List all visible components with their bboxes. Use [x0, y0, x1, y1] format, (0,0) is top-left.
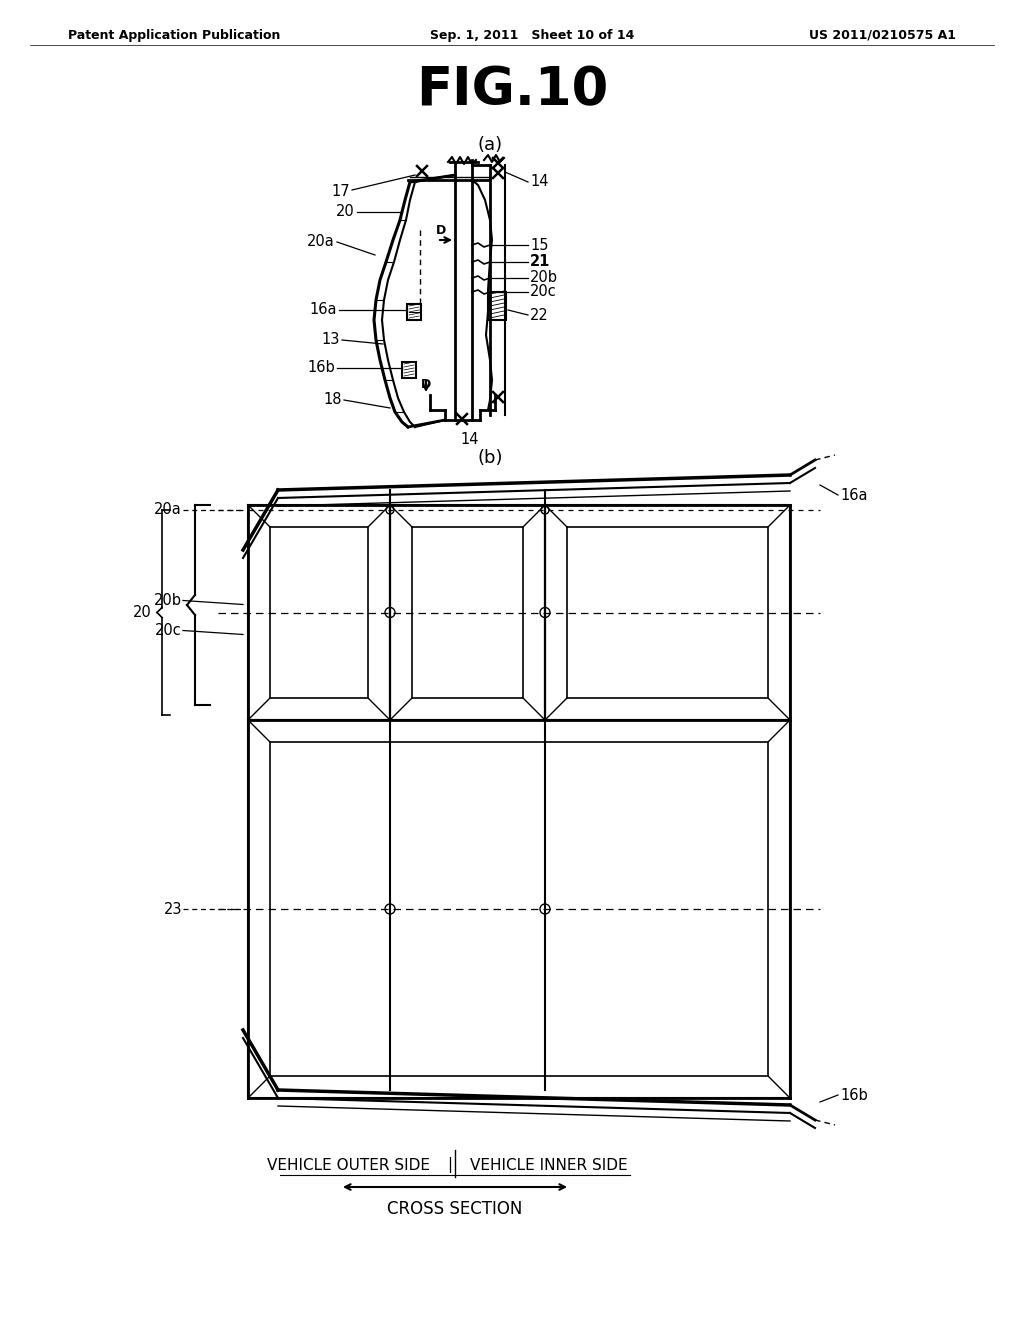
Bar: [402, 362, 416, 378]
Text: 14: 14: [461, 432, 479, 447]
Text: Sep. 1, 2011   Sheet 10 of 14: Sep. 1, 2011 Sheet 10 of 14: [430, 29, 635, 41]
Text: 20b: 20b: [154, 593, 182, 609]
Text: Patent Application Publication: Patent Application Publication: [68, 29, 281, 41]
Text: 20: 20: [336, 205, 355, 219]
Text: (a): (a): [477, 136, 503, 154]
Bar: [488, 292, 506, 319]
Text: 21: 21: [530, 255, 550, 269]
Text: 20a: 20a: [307, 235, 335, 249]
Text: 18: 18: [324, 392, 342, 408]
Text: 22: 22: [530, 308, 549, 322]
Text: 23: 23: [164, 902, 182, 916]
Text: US 2011/0210575 A1: US 2011/0210575 A1: [809, 29, 956, 41]
Text: 16b: 16b: [307, 360, 335, 375]
Text: FIG.10: FIG.10: [416, 63, 608, 116]
Text: (b): (b): [477, 449, 503, 467]
Text: 20c: 20c: [530, 285, 557, 300]
Text: 20c: 20c: [156, 623, 182, 638]
Bar: [407, 304, 421, 319]
Text: 16a: 16a: [309, 302, 337, 318]
Text: D: D: [436, 224, 446, 238]
Text: 13: 13: [322, 333, 340, 347]
Text: 20a: 20a: [155, 503, 182, 517]
Text: 16b: 16b: [840, 1088, 867, 1102]
Text: 16a: 16a: [840, 487, 867, 503]
Text: 20b: 20b: [530, 271, 558, 285]
Text: 14: 14: [530, 174, 549, 190]
Text: VEHICLE OUTER SIDE: VEHICLE OUTER SIDE: [267, 1158, 430, 1172]
Text: |: |: [447, 1158, 453, 1173]
FancyArrowPatch shape: [439, 238, 450, 243]
Text: D: D: [421, 379, 431, 392]
Text: 17: 17: [332, 185, 350, 199]
Text: VEHICLE INNER SIDE: VEHICLE INNER SIDE: [470, 1158, 628, 1172]
Text: 15: 15: [530, 238, 549, 252]
Text: 20: 20: [133, 605, 152, 620]
Text: CROSS SECTION: CROSS SECTION: [387, 1200, 522, 1218]
